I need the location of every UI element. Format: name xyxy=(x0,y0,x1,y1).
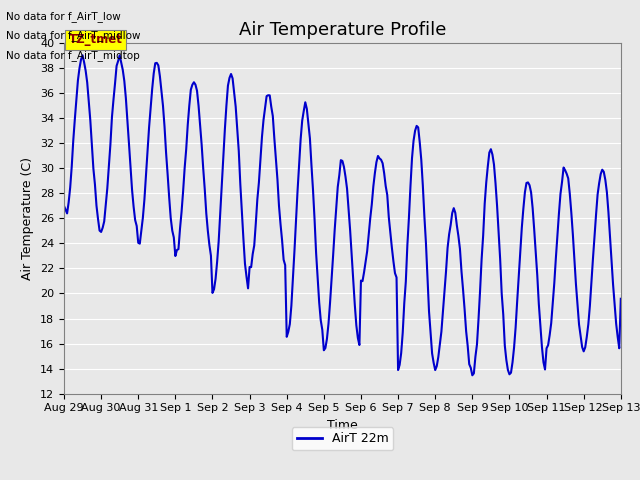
Legend: AirT 22m: AirT 22m xyxy=(292,427,393,450)
Text: No data for f_AirT_midlow: No data for f_AirT_midlow xyxy=(6,30,141,41)
Title: Air Temperature Profile: Air Temperature Profile xyxy=(239,21,446,39)
Y-axis label: Air Temperature (C): Air Temperature (C) xyxy=(22,157,35,280)
Text: No data for f_AirT_midtop: No data for f_AirT_midtop xyxy=(6,49,140,60)
Text: No data for f_AirT_low: No data for f_AirT_low xyxy=(6,11,121,22)
X-axis label: Time: Time xyxy=(327,419,358,432)
Text: TZ_tmet: TZ_tmet xyxy=(68,33,122,46)
